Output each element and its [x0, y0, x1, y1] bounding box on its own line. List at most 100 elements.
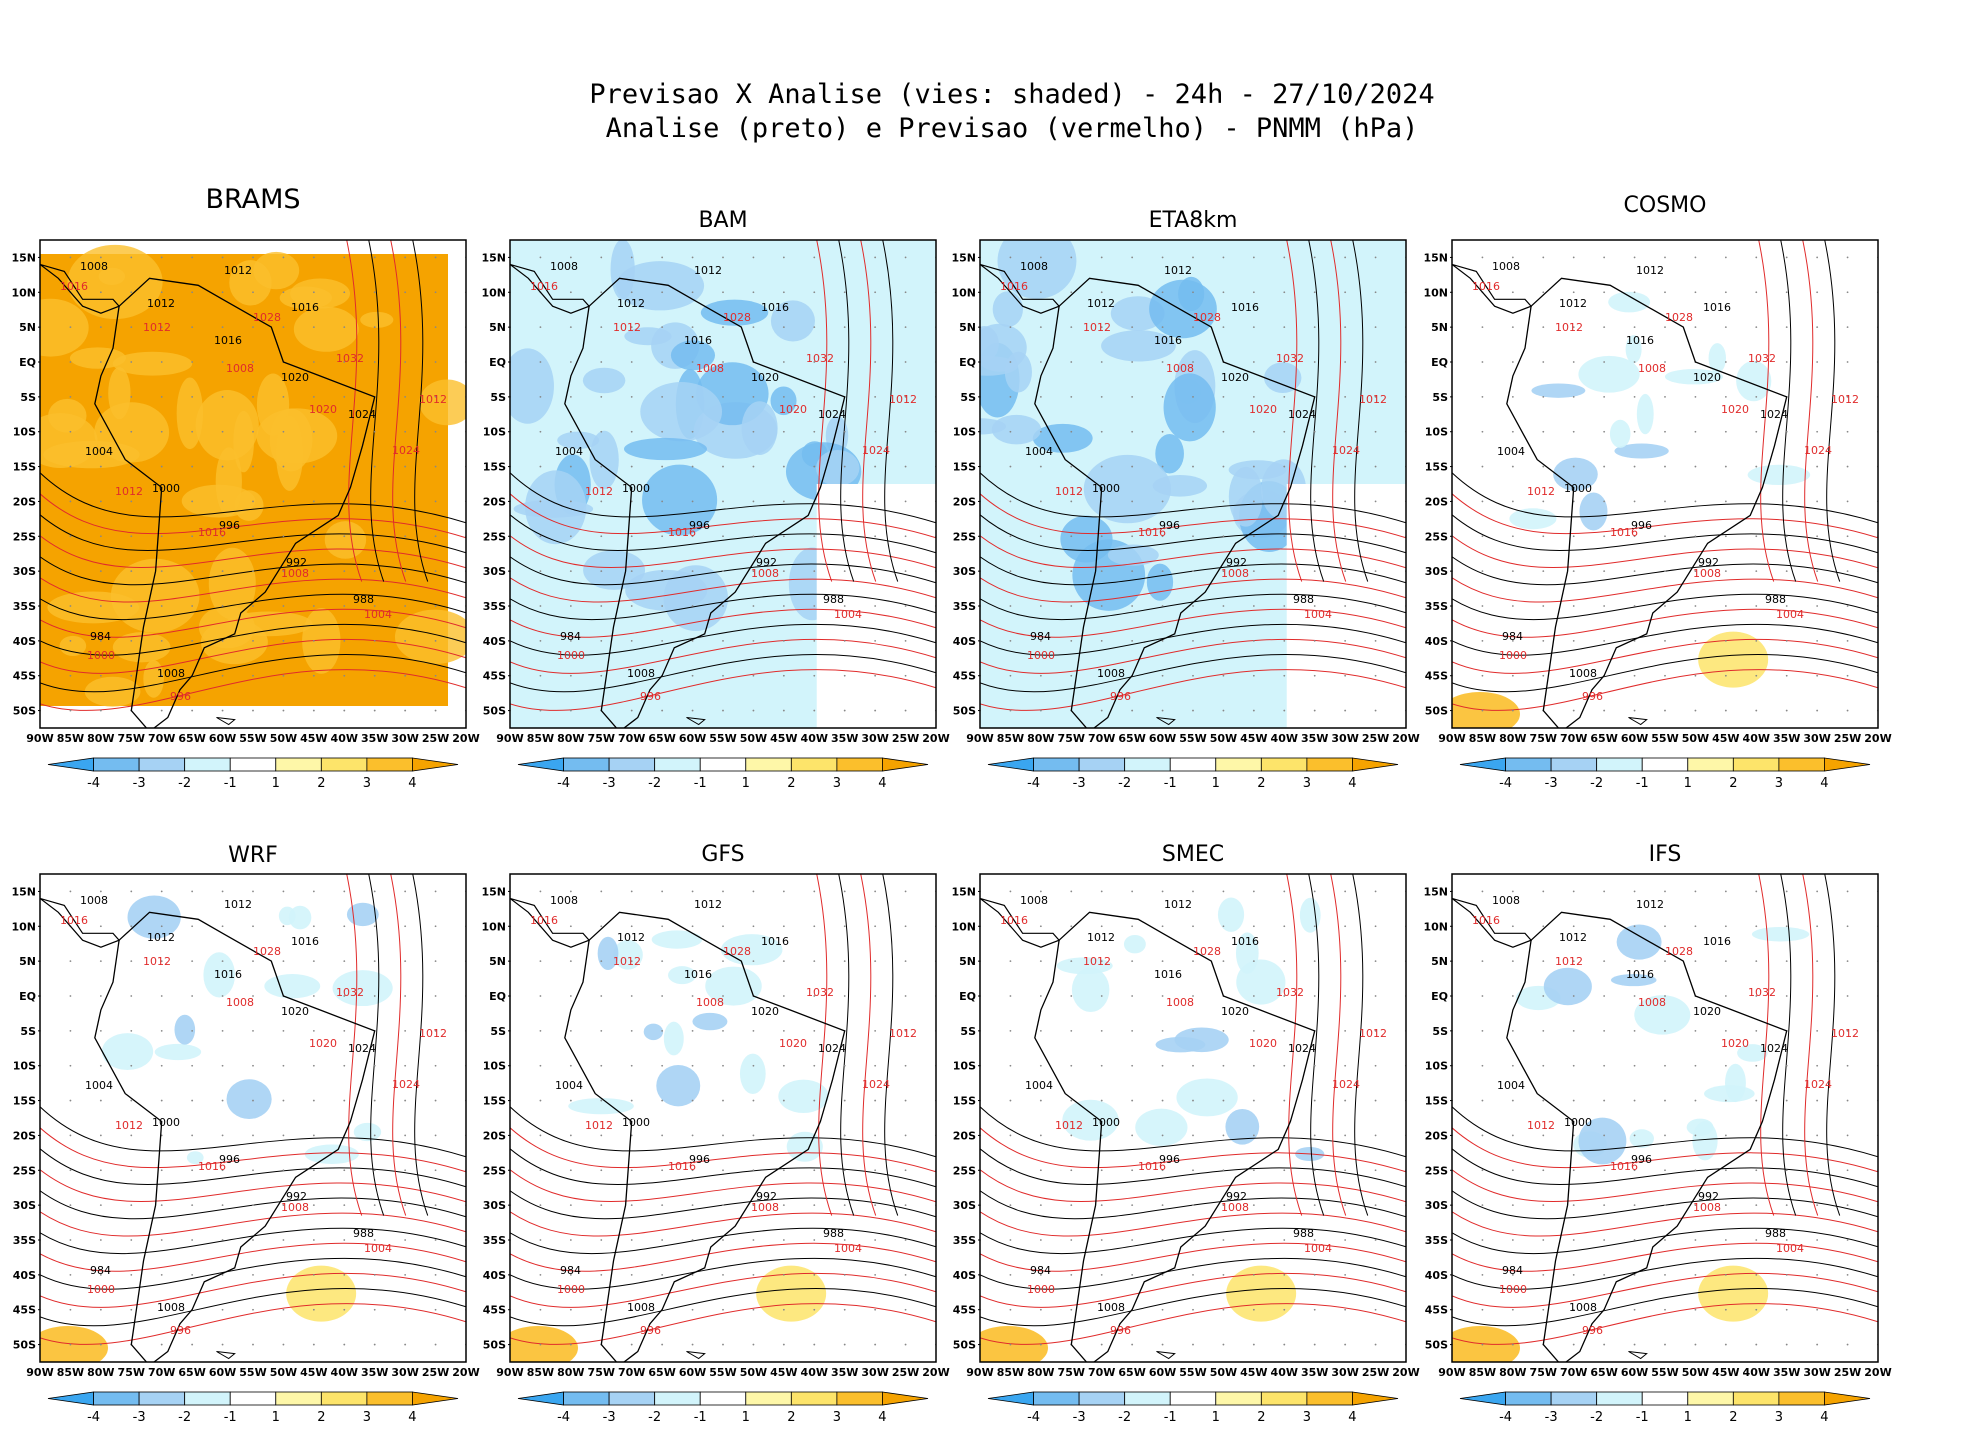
- bias-blob: [1146, 563, 1174, 601]
- grid-dot: [691, 674, 694, 677]
- grid-dot: [1192, 605, 1194, 607]
- panel-title: BAM: [698, 208, 747, 233]
- bias-blob: [1708, 343, 1727, 374]
- grid-dot: [1192, 1204, 1194, 1207]
- colorbar-arrow-high: [412, 1391, 459, 1406]
- grid-dot: [1724, 674, 1727, 677]
- coastline: [1452, 263, 1533, 314]
- grid-dot: [160, 1308, 163, 1311]
- bias-blob: [1664, 369, 1723, 385]
- lon-tick-label: 60W: [1149, 732, 1176, 745]
- grid-dot: [1785, 1099, 1788, 1102]
- grid-dot: [1344, 674, 1347, 677]
- colorbar-segment: [1778, 1391, 1825, 1406]
- grid-dot: [1313, 326, 1316, 329]
- lat-tick-label: 25S: [13, 1164, 36, 1177]
- grid-dot: [1664, 960, 1666, 963]
- bias-blob: [1149, 279, 1217, 339]
- grid-dot: [1161, 639, 1164, 642]
- grid-dot: [1755, 326, 1758, 329]
- grid-dot: [1633, 1134, 1636, 1137]
- grid-dot: [1785, 291, 1788, 294]
- grid-dot: [1664, 326, 1666, 329]
- grid-dot: [691, 361, 694, 363]
- grid-dot: [1542, 674, 1545, 677]
- contour-label: 1012: [617, 931, 645, 944]
- isobar: [510, 1257, 936, 1290]
- bias-blob: [40, 298, 89, 357]
- grid-dot: [434, 1099, 437, 1102]
- grid-dot: [1511, 605, 1514, 607]
- bias-blob: [1071, 967, 1110, 1013]
- isobar: [1452, 608, 1878, 638]
- grid-dot: [569, 291, 572, 294]
- contour-label: 1016: [1000, 280, 1028, 293]
- grid-dot: [1009, 1134, 1012, 1137]
- grid-dot: [343, 1204, 346, 1207]
- grid-dot: [1785, 1308, 1788, 1311]
- bias-blob: [353, 1122, 382, 1142]
- grid-dot: [782, 1273, 785, 1276]
- coastline: [686, 717, 706, 726]
- grid-dot: [1252, 1099, 1255, 1102]
- grid-dot: [874, 1169, 877, 1172]
- lon-tick-label: 45W: [770, 1366, 797, 1379]
- grid-dot: [874, 430, 877, 433]
- grid-dot: [1846, 1239, 1849, 1241]
- grid-dot: [69, 1204, 72, 1207]
- grid-dot: [1313, 1204, 1316, 1207]
- isobar: [510, 1272, 936, 1308]
- map-frame: [509, 873, 937, 1363]
- grid-dot: [373, 674, 376, 677]
- contour-label: 1012: [617, 297, 645, 310]
- grid-dot: [691, 326, 694, 329]
- contour-label: 1004: [555, 445, 583, 458]
- isobar: [40, 638, 466, 674]
- contour-label: 1004: [1497, 1079, 1525, 1092]
- grid-dot: [843, 361, 846, 363]
- grid-dot: [1070, 256, 1073, 259]
- bias-blob: [1609, 419, 1631, 448]
- grid-dot: [1816, 1134, 1819, 1137]
- grid-dot: [191, 1204, 194, 1207]
- grid-dot: [1846, 960, 1849, 963]
- lon-tick-label: 80W: [557, 1366, 584, 1379]
- lat-tick-label: 25S: [953, 530, 976, 543]
- grid-dot: [569, 1169, 572, 1172]
- contour-label: 988: [353, 1227, 374, 1240]
- grid-dot: [1283, 430, 1286, 433]
- grid-dot: [569, 1134, 572, 1137]
- grid-dot: [1664, 1064, 1666, 1067]
- grid-dot: [569, 1343, 572, 1346]
- contour-label: 1012: [1831, 1027, 1859, 1040]
- grid-dot: [1344, 1134, 1347, 1137]
- lon-tick-label: 80W: [87, 1366, 114, 1379]
- lat-tick-label: 25S: [1425, 530, 1448, 543]
- grid-dot: [843, 1239, 846, 1241]
- lat-tick-label: 20S: [13, 1129, 36, 1142]
- lat-tick-label: 40S: [483, 635, 506, 648]
- lon-tick-label: 70W: [618, 1366, 645, 1379]
- grid-dot: [630, 535, 633, 538]
- grid-dot: [1724, 1099, 1727, 1102]
- colorbar-label: -1: [224, 776, 237, 791]
- grid-dot: [569, 326, 572, 329]
- lon-tick-label: 50W: [270, 1366, 297, 1379]
- isobar: [40, 1190, 466, 1220]
- colorbar-label: -3: [1545, 1410, 1558, 1425]
- grid-dot: [1100, 326, 1103, 329]
- colorbar-label: 1: [742, 776, 750, 791]
- lon-tick-label: 50W: [740, 732, 767, 745]
- grid-dot: [1009, 1169, 1012, 1172]
- lat-tick-label: 20S: [13, 495, 36, 508]
- bias-blob: [583, 550, 646, 590]
- grid-dot: [343, 465, 346, 468]
- grid-dot: [1846, 1064, 1849, 1067]
- bias-blob: [623, 437, 707, 461]
- grid-dot: [191, 361, 194, 363]
- grid-dot: [404, 1169, 407, 1172]
- grid-dot: [1100, 430, 1103, 433]
- contour-label: 1008: [1693, 567, 1721, 580]
- grid-dot: [404, 326, 407, 329]
- grid-dot: [661, 326, 664, 329]
